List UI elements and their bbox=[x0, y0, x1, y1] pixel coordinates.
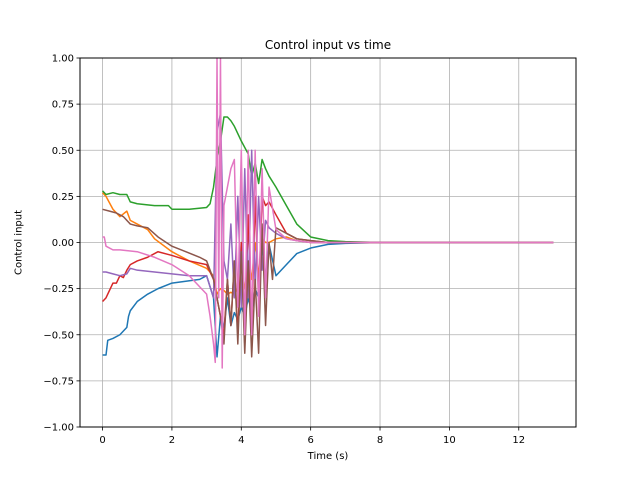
x-tick-label: 12 bbox=[512, 435, 525, 446]
y-tick-label: −0.50 bbox=[43, 330, 74, 341]
y-tick-label: 0.00 bbox=[52, 238, 74, 249]
x-tick-label: 2 bbox=[169, 435, 175, 446]
y-tick-label: 1.00 bbox=[52, 54, 74, 65]
chart-title: Control input vs time bbox=[265, 38, 391, 52]
x-tick-label: 0 bbox=[99, 435, 105, 446]
y-tick-label: 0.25 bbox=[52, 192, 74, 203]
series-line-3 bbox=[102, 116, 554, 244]
y-axis-title: Control input bbox=[14, 210, 25, 275]
x-tick-label: 8 bbox=[377, 435, 383, 446]
x-tick-label: 10 bbox=[443, 435, 456, 446]
plot-lines bbox=[102, 58, 554, 369]
y-axis-ticks: −1.00 −0.75 −0.50 −0.25 0.00 0.25 0.50 0.75 1.00 bbox=[43, 54, 80, 434]
x-axis-ticks: 0 2 4 6 8 10 12 bbox=[99, 427, 525, 446]
y-tick-label: −1.00 bbox=[43, 423, 74, 434]
y-tick-label: 0.50 bbox=[52, 146, 74, 157]
y-tick-label: −0.25 bbox=[43, 284, 74, 295]
series-line-7 bbox=[102, 58, 554, 369]
x-tick-label: 6 bbox=[307, 435, 313, 446]
y-tick-label: −0.75 bbox=[43, 376, 74, 387]
x-axis-title: Time (s) bbox=[307, 451, 349, 462]
x-tick-label: 4 bbox=[238, 435, 244, 446]
y-tick-label: 0.75 bbox=[52, 100, 74, 111]
